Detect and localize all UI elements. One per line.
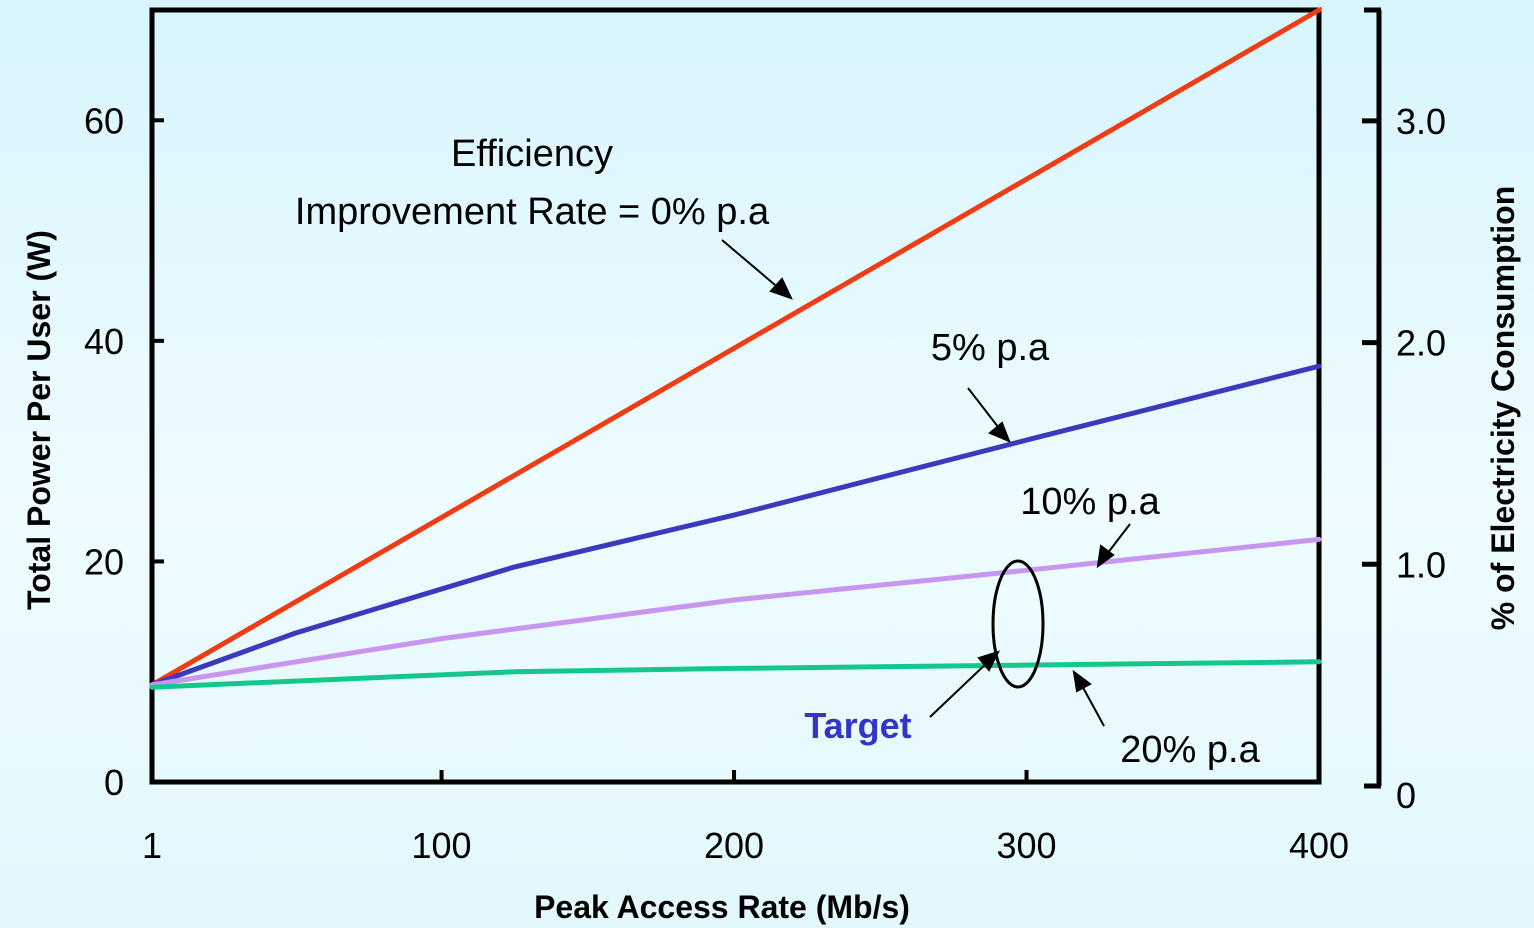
arrow-20pct-head [1072, 669, 1092, 693]
y-axis-label: Total Power Per User (W) [21, 230, 57, 610]
annotation-efficiency-line1: Efficiency [451, 133, 613, 175]
x-tick-label: 300 [996, 825, 1056, 866]
y-tick-label: 20 [84, 541, 124, 582]
series-line-2 [149, 536, 1322, 688]
y2-tick-label: 0 [1396, 775, 1416, 816]
x-tick-label: 200 [704, 825, 764, 866]
annotation-5pct: 5% p.a [931, 327, 1050, 369]
y2-tick-label: 3.0 [1396, 101, 1446, 142]
arrow-target-head [977, 650, 1000, 672]
annotation-arrows [721, 239, 1131, 727]
x-tick-label: 100 [412, 825, 472, 866]
y-tick-label: 0 [104, 762, 124, 803]
arrow-20pct-shaft [1079, 681, 1105, 727]
y-tick-label: 60 [84, 100, 124, 141]
annotation-20pct: 20% p.a [1120, 729, 1260, 771]
arrow-10pct-head [1096, 544, 1115, 569]
arrow-0pct-head [769, 277, 793, 300]
annotation-efficiency-line2: Improvement Rate = 0% p.a [295, 191, 770, 233]
ticks-layer: 1 100 200 300 400 0 20 40 60 0 1.0 2.0 3.0 [84, 100, 1446, 866]
y2-axis-label: % of Electricity Consumption [1485, 186, 1521, 630]
series-layer [149, 7, 1322, 690]
y-tick-label: 40 [84, 321, 124, 362]
x-tick-label: 1 [142, 825, 162, 866]
annotation-10pct: 10% p.a [1020, 481, 1160, 523]
x-tick-label: 400 [1289, 825, 1349, 866]
series-line-1 [149, 363, 1322, 688]
annotation-target: Target [804, 705, 911, 746]
arrow-5pct-shaft [967, 387, 1003, 433]
arrow-5pct-head [988, 421, 1011, 443]
y2-tick-label: 2.0 [1396, 323, 1446, 364]
series-line-3 [149, 659, 1322, 690]
series-line-0 [149, 7, 1322, 688]
y2-tick-label: 1.0 [1396, 544, 1446, 585]
arrow-target-shaft [929, 659, 991, 718]
target-ellipse [991, 559, 1045, 689]
arrow-0pct-shaft [721, 239, 782, 291]
x-axis-label: Peak Access Rate (Mb/s) [534, 889, 910, 925]
